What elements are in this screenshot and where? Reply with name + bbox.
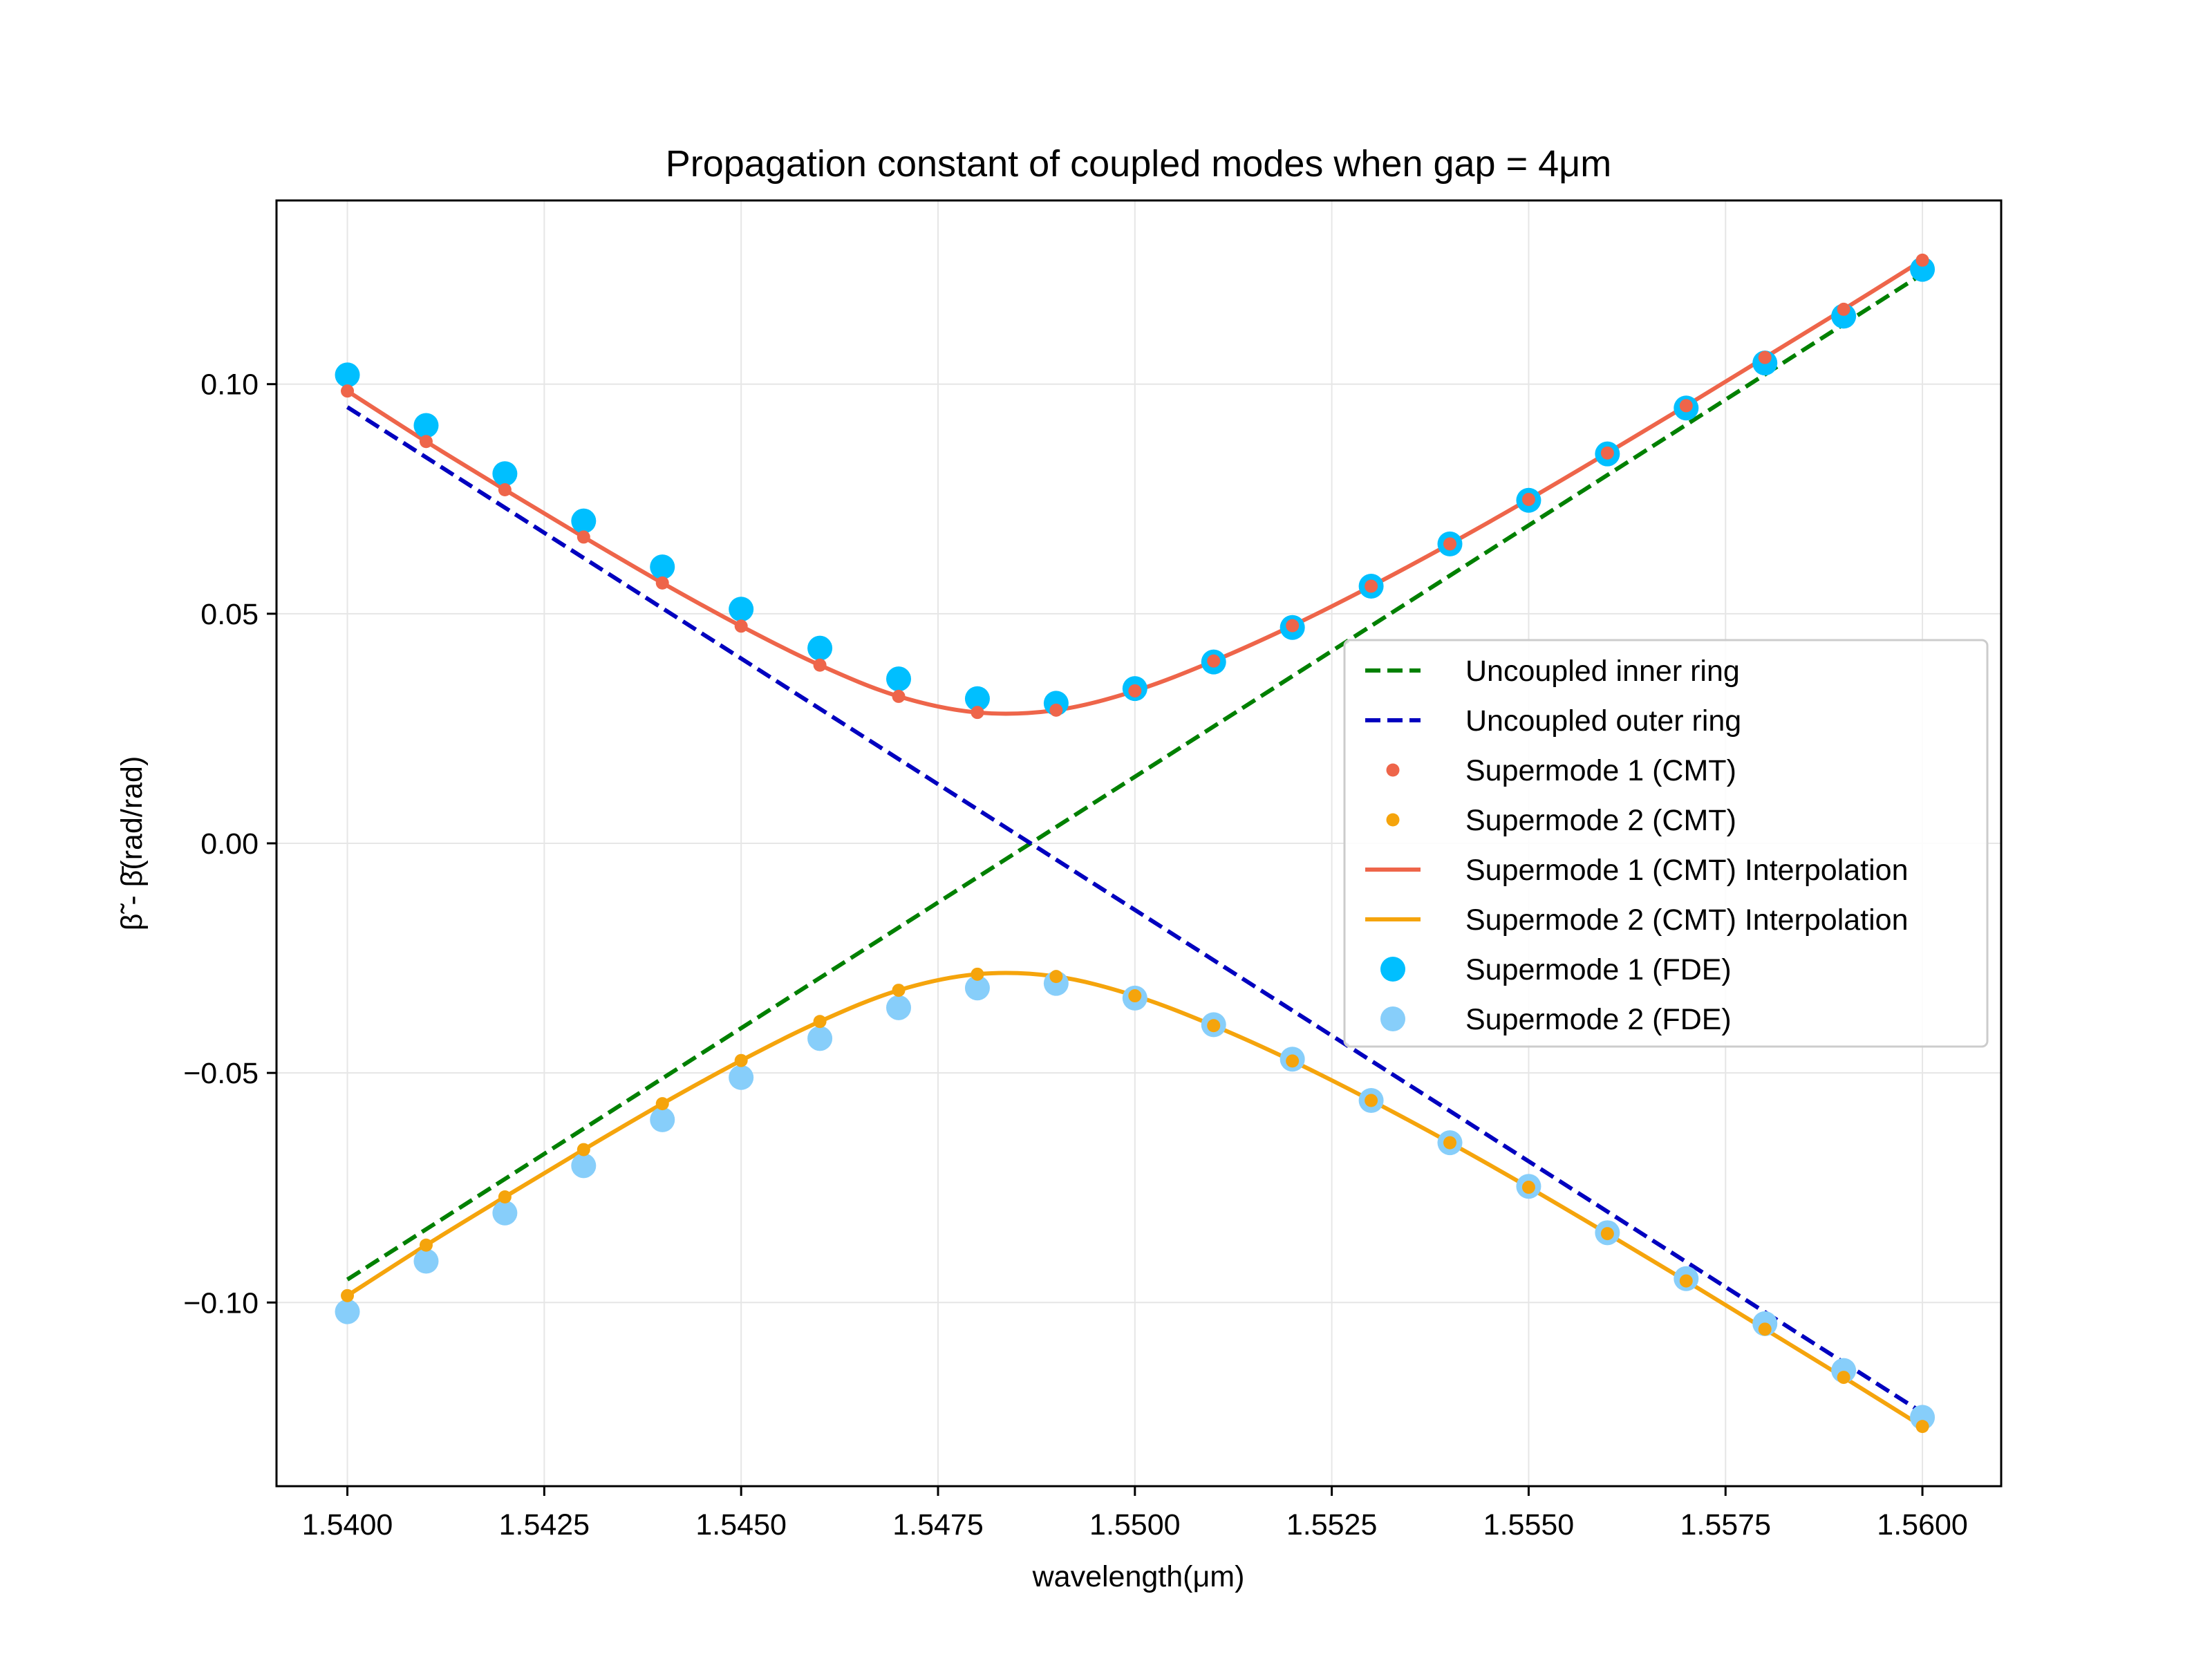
y-tick-label: 0.05 xyxy=(200,598,259,631)
y-tick-label: −0.10 xyxy=(183,1286,259,1320)
data-point-supermode-1-cmt xyxy=(1207,654,1221,668)
data-point-supermode-2-cmt xyxy=(419,1238,433,1252)
data-point-supermode-1-cmt xyxy=(1443,537,1457,551)
data-point-supermode-1-cmt xyxy=(1286,619,1300,632)
data-point-supermode-2-cmt xyxy=(1207,1019,1221,1033)
data-point-supermode-1-cmt xyxy=(419,435,433,449)
data-point-supermode-2-fde xyxy=(650,1107,675,1132)
data-point-supermode-1-cmt xyxy=(1600,446,1614,460)
legend-label: Supermode 2 (CMT) xyxy=(1465,804,1736,837)
data-point-supermode-1-cmt xyxy=(1521,492,1535,506)
data-point-supermode-1-fde xyxy=(335,362,360,388)
data-point-supermode-2-fde xyxy=(807,1026,833,1051)
data-point-supermode-2-cmt xyxy=(498,1190,512,1203)
data-point-supermode-1-cmt xyxy=(971,706,984,720)
data-point-supermode-1-fde xyxy=(571,508,597,534)
data-point-supermode-2-cmt xyxy=(971,967,984,981)
legend-label: Uncoupled outer ring xyxy=(1465,704,1741,738)
y-tick-label: 0.00 xyxy=(200,827,259,861)
data-point-supermode-1-cmt xyxy=(1915,253,1929,267)
y-tick-label: −0.05 xyxy=(183,1057,259,1090)
x-tick-label: 1.5525 xyxy=(1286,1508,1378,1541)
y-axis-label: β̃ - β̄(rad/rad) xyxy=(115,756,149,931)
data-point-supermode-1-cmt xyxy=(892,689,906,703)
data-point-supermode-2-cmt xyxy=(341,1288,355,1302)
chart-title: Propagation constant of coupled modes wh… xyxy=(666,143,1612,185)
legend-label: Uncoupled inner ring xyxy=(1465,655,1740,688)
data-point-supermode-2-cmt xyxy=(892,984,906,997)
data-point-supermode-1-cmt xyxy=(341,384,355,398)
data-point-supermode-1-cmt xyxy=(1837,302,1850,316)
data-point-supermode-2-cmt xyxy=(1128,989,1142,1003)
data-point-supermode-2-cmt xyxy=(1758,1322,1772,1336)
data-point-supermode-1-cmt xyxy=(498,483,512,496)
data-point-supermode-1-fde xyxy=(413,413,439,438)
y-tick-label: 0.10 xyxy=(200,368,259,402)
data-point-supermode-1-cmt xyxy=(1679,399,1693,413)
data-point-supermode-2-cmt xyxy=(577,1143,590,1156)
data-point-supermode-2-cmt xyxy=(813,1015,827,1029)
legend-swatch-supermode-2-cmt xyxy=(1386,813,1400,827)
series-line-uncoupled-outer-ring xyxy=(346,405,1924,1415)
x-tick-label: 1.5500 xyxy=(1089,1508,1181,1541)
data-point-supermode-1-cmt xyxy=(1128,684,1142,697)
data-point-supermode-2-fde xyxy=(886,995,912,1020)
x-tick-label: 1.5575 xyxy=(1680,1508,1771,1541)
data-point-supermode-2-cmt xyxy=(1365,1094,1378,1107)
data-point-supermode-1-cmt xyxy=(1758,350,1772,364)
legend-swatch-supermode-2-fde xyxy=(1380,1006,1405,1031)
x-tick-label: 1.5400 xyxy=(302,1508,393,1541)
data-point-supermode-1-fde xyxy=(650,554,675,580)
x-tick-label: 1.5450 xyxy=(695,1508,787,1541)
data-point-supermode-1-cmt xyxy=(1365,579,1378,593)
data-point-supermode-1-cmt xyxy=(1049,703,1063,717)
axis-ticks: 1.5400 1.5425 1.5450 1.5475 1.5500 1.5525 1.55… xyxy=(183,368,1968,1541)
legend-label: Supermode 2 (FDE) xyxy=(1465,1003,1732,1036)
data-point-supermode-2-cmt xyxy=(1443,1136,1457,1150)
legend-swatch-supermode-1-cmt xyxy=(1386,763,1400,777)
data-point-supermode-1-fde xyxy=(1910,256,1936,282)
plot-series xyxy=(335,253,1936,1434)
data-point-supermode-2-cmt xyxy=(734,1053,748,1067)
data-point-supermode-2-cmt xyxy=(1521,1181,1535,1194)
data-point-supermode-2-fde xyxy=(335,1299,360,1324)
data-point-supermode-1-cmt xyxy=(813,658,827,672)
data-point-supermode-2-fde xyxy=(571,1153,597,1179)
data-point-supermode-2-fde xyxy=(492,1200,518,1226)
legend-label: Supermode 1 (CMT) xyxy=(1465,754,1736,787)
legend-label: Supermode 1 (CMT) Interpolation xyxy=(1465,854,1909,887)
data-point-supermode-2-fde xyxy=(964,975,990,1001)
legend-label: Supermode 2 (CMT) Interpolation xyxy=(1465,903,1909,937)
data-point-supermode-1-fde xyxy=(729,597,754,622)
x-tick-label: 1.5475 xyxy=(892,1508,984,1541)
legend-swatch-supermode-1-fde xyxy=(1380,957,1405,982)
data-point-supermode-2-cmt xyxy=(655,1097,669,1111)
x-tick-label: 1.5550 xyxy=(1483,1508,1575,1541)
data-point-supermode-1-fde xyxy=(886,666,912,692)
data-point-supermode-2-cmt xyxy=(1915,1420,1929,1434)
data-point-supermode-1-cmt xyxy=(655,576,669,590)
x-axis-label: wavelength(μm) xyxy=(1032,1560,1245,1593)
data-point-supermode-2-cmt xyxy=(1837,1371,1850,1385)
data-point-supermode-2-fde xyxy=(729,1065,754,1090)
series-line-uncoupled-inner-ring xyxy=(346,272,1924,1282)
data-point-supermode-2-fde xyxy=(413,1248,439,1274)
data-point-supermode-1-fde xyxy=(964,686,990,711)
data-point-supermode-2-cmt xyxy=(1049,970,1063,984)
x-tick-label: 1.5600 xyxy=(1877,1508,1968,1541)
data-point-supermode-1-cmt xyxy=(577,530,590,544)
legend-frame xyxy=(1343,639,1989,1048)
data-point-supermode-1-cmt xyxy=(734,619,748,633)
data-point-supermode-2-fde xyxy=(1910,1405,1936,1430)
data-point-supermode-2-cmt xyxy=(1286,1054,1300,1068)
legend-label: Supermode 1 (FDE) xyxy=(1465,953,1732,986)
data-point-supermode-1-fde xyxy=(492,461,518,487)
legend: Uncoupled inner ring Uncoupled outer ring… xyxy=(1343,639,1989,1048)
data-point-supermode-1-fde xyxy=(807,635,833,661)
data-point-supermode-2-cmt xyxy=(1679,1274,1693,1288)
grid xyxy=(276,200,2001,1486)
data-point-supermode-2-cmt xyxy=(1600,1227,1614,1241)
x-tick-label: 1.5425 xyxy=(499,1508,590,1541)
